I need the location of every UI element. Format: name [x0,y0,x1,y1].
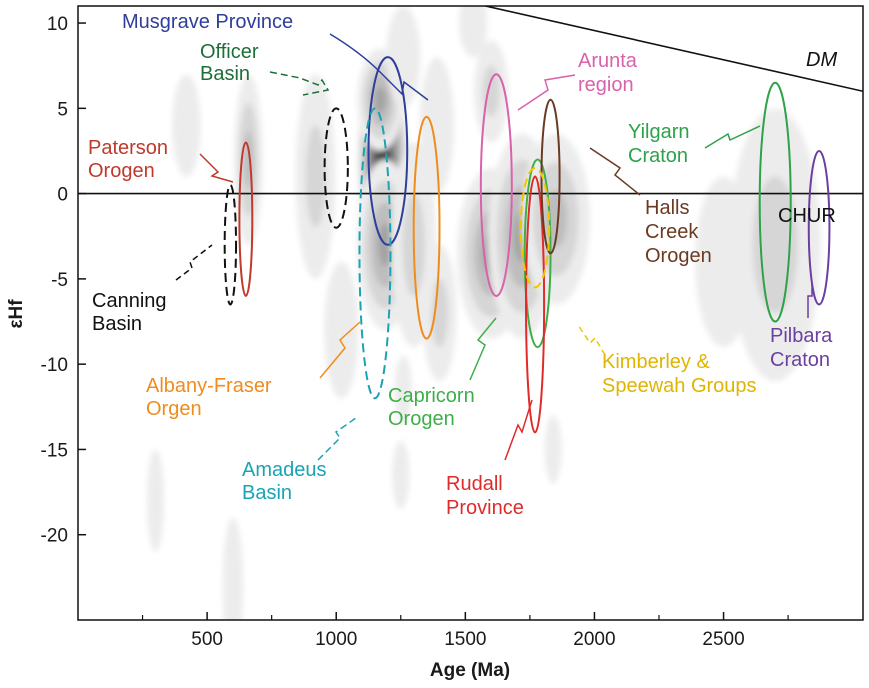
x-axis-title: Age (Ma) [430,660,510,681]
y-tick-label: 10 [47,14,68,35]
label-musgrave-province: Musgrave Province [122,11,293,33]
density-patch [305,125,326,228]
label-yilgarn-craton-2: Craton [628,145,688,167]
density-patch [392,440,410,510]
label-amadeus-basin-2: Basin [242,482,292,504]
label-halls-creek-2: Creek [645,221,699,243]
region-outline-canning-basin [223,184,238,306]
plot-frame [77,5,864,621]
label-pilbara-craton-2: Craton [770,349,830,371]
region-outline-yilgarn-craton [758,81,792,323]
label-canning-basin-1: Canning [92,290,167,312]
label-albany-fraser-2: Orgen [146,398,202,420]
rudall-leader [504,399,533,461]
density-patch [458,6,488,58]
label-rudall-province-1: Rudall [446,473,503,495]
region-outline-kimberley-speewah-groups [519,167,551,289]
amadeus-leader [317,417,357,461]
region-outline-musgrave-province [367,56,409,246]
label-amadeus-basin-1: Amadeus [242,459,327,481]
x-tick-label: 1000 [315,629,357,650]
halls-leader [589,147,641,196]
label-officer-basin-2: Basin [200,63,250,85]
label-rudall-province-2: Province [446,497,524,519]
density-patch [544,415,562,484]
label-halls-creek-3: Orogen [645,245,712,267]
arunta-leader [517,74,576,111]
density-patch [419,57,454,194]
y-tick-label: 5 [57,99,68,120]
label-pilbara-craton-1: Pilbara [770,325,833,347]
label-kimberley-2: Speewah Groups [602,375,757,397]
x-tick-label: 2500 [702,629,744,650]
y-tick-label: 0 [57,185,68,206]
reference-lines [78,6,863,195]
yilgarn-leader [704,125,761,149]
y-tick-label: -20 [41,526,68,547]
label-chur: CHUR [778,205,836,227]
region-outline-amadeus-basin [358,107,392,400]
pilbara-leader [807,284,813,318]
annotation-leaders [175,33,813,461]
density-patch [386,6,421,109]
label-capricorn-orogen-1: Capricorn [388,385,475,407]
paterson-leader [199,153,234,183]
label-halls-creek-1: Halls [645,197,689,219]
region-outline-albany-fraser-orgen [412,115,441,340]
y-axis-ticks: 10 5 0 -5 -10 -15 -20 [41,14,86,547]
kimberley-leader [577,324,606,356]
region-outline-pilbara-craton [807,149,831,306]
label-capricorn-orogen-2: Orogen [388,408,455,430]
density-patch [695,176,752,348]
density-patch [172,74,201,177]
density-patch [222,517,244,620]
label-canning-basin-2: Basin [92,313,142,335]
region-outline-rudall-province [525,175,546,434]
label-yilgarn-craton-1: Yilgarn [628,121,690,143]
label-kimberley-1: Kimberley & [602,351,710,373]
label-officer-basin-1: Officer [200,41,259,63]
musgrave-leader [329,33,429,101]
label-paterson-orogen-1: Paterson [88,137,168,159]
albany-leader [319,321,361,379]
density-background [146,6,821,620]
region-outlines [223,56,831,434]
capricorn-leader [469,317,497,381]
x-tick-label: 2000 [573,629,615,650]
y-axis-title: εHf [6,299,27,329]
canning-leader [175,244,213,281]
region-outline-arunta-region [479,73,513,297]
density-patch [374,87,386,113]
reference-line-dm [481,6,863,93]
y-tick-label: -5 [51,270,68,291]
density-patch [394,355,412,424]
label-dm: DM [806,49,837,71]
x-axis-ticks: 500 1000 1500 2000 2500 [141,612,789,650]
x-tick-label: 500 [191,629,223,650]
label-arunta-region-2: region [578,74,634,96]
region-outline-officer-basin [323,107,349,229]
officer-leader [269,71,330,96]
label-albany-fraser-1: Albany-Fraser [146,375,272,397]
label-arunta-region-1: Arunta [578,50,638,72]
y-tick-label: -15 [41,440,68,461]
label-paterson-orogen-2: Orogen [88,160,155,182]
density-patch [146,449,164,552]
x-tick-label: 1500 [444,629,486,650]
density-patch [430,278,449,348]
density-patch [482,65,500,117]
y-tick-label: -10 [41,355,68,376]
region-outline-paterson-orogen [238,141,254,297]
density-patch [324,261,359,399]
